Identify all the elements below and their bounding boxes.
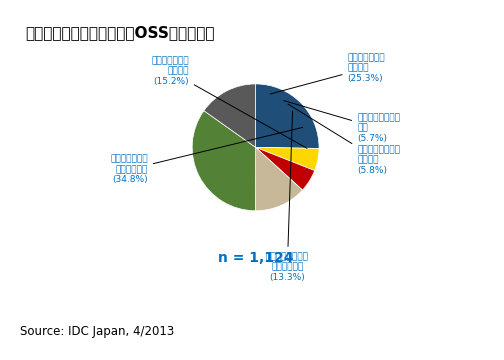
Text: 導入に向けて検証
している
(5.8%): 導入に向けて検証 している (5.8%) [288,104,400,175]
Text: 国内ユーザー企業におけるOSSの導入状況: 国内ユーザー企業におけるOSSの導入状況 [25,25,215,40]
Text: 今後の予定は分
からない
(15.2%): 今後の予定は分 からない (15.2%) [151,57,307,148]
Text: Source: IDC Japan, 4/2013: Source: IDC Japan, 4/2013 [20,325,174,338]
Text: 試験的に導入して
いる
(5.7%): 試験的に導入して いる (5.7%) [284,100,400,143]
Text: 導入する予定は
まったくない
(34.8%): 導入する予定は まったくない (34.8%) [110,127,303,184]
Wedge shape [256,84,319,148]
Wedge shape [192,111,256,211]
Text: n = 1,124: n = 1,124 [218,251,293,265]
Text: これから導入の検
討をしていく
(13.3%): これから導入の検 討をしていく (13.3%) [266,111,309,282]
Wedge shape [256,147,302,211]
Wedge shape [256,147,319,171]
Wedge shape [256,147,314,190]
Wedge shape [204,84,256,147]
Text: 本番環境で導入
している
(25.3%): 本番環境で導入 している (25.3%) [270,53,385,94]
